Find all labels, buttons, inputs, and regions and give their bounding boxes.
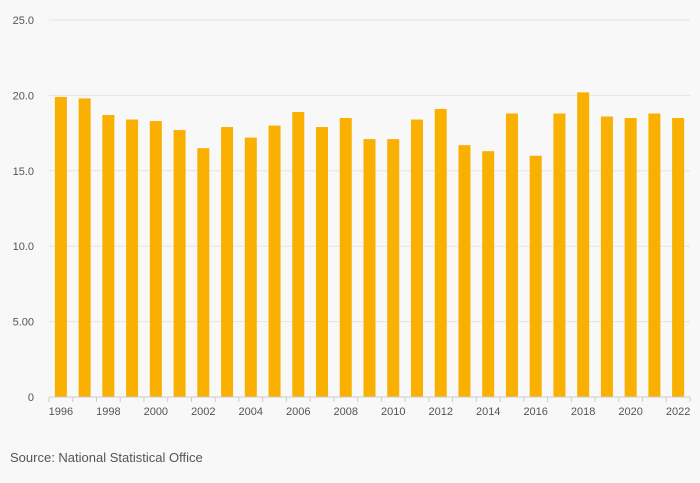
- bar-2000: [149, 121, 162, 397]
- bar-1996: [54, 96, 67, 398]
- bar-2015: [505, 113, 518, 397]
- bar-2021: [648, 113, 661, 397]
- x-tick-label: 2000: [144, 406, 168, 418]
- bar-2001: [173, 130, 186, 398]
- y-tick-label: 25.0: [13, 15, 34, 27]
- x-tick-label: 2012: [428, 406, 452, 418]
- x-tick-label: 2018: [571, 406, 595, 418]
- bar-2013: [458, 145, 471, 397]
- x-tick-label: 2022: [666, 406, 690, 418]
- bars: [54, 92, 685, 398]
- x-tick-label: 2020: [618, 406, 642, 418]
- bar-2004: [244, 137, 257, 397]
- bar-2020: [624, 118, 637, 398]
- x-tick-label: 2010: [381, 406, 405, 418]
- x-axis: 1996 1998 2000 2002 2004 2006 2008 2010 2012 2014…: [48, 396, 691, 418]
- x-tick-label: 2014: [476, 406, 500, 418]
- bar-2002: [197, 148, 210, 397]
- bar-2003: [221, 127, 234, 398]
- y-tick-label: 10.0: [13, 241, 34, 253]
- bar-1999: [126, 119, 139, 397]
- x-tick-label: 1996: [49, 406, 73, 418]
- bar-1998: [102, 115, 115, 397]
- bar-chart: 1996 1998 2000 2002 2004 2006 2008 2010 2012 2014…: [13, 15, 691, 418]
- y-tick-label: 5.00: [13, 317, 34, 329]
- x-tick-label: 1998: [96, 406, 120, 418]
- x-tick-label: 2016: [523, 406, 547, 418]
- bar-2009: [363, 139, 376, 397]
- bar-2011: [410, 119, 423, 397]
- bar-2012: [434, 108, 447, 398]
- y-tick-label: 20.0: [13, 90, 34, 102]
- bar-2008: [339, 118, 352, 398]
- bar-2018: [577, 92, 590, 397]
- source-note: Source: National Statistical Office: [10, 450, 203, 465]
- bar-2016: [529, 155, 542, 397]
- x-tick-label: 2002: [191, 406, 215, 418]
- x-tick-label: 2004: [239, 406, 263, 418]
- bar-2007: [316, 127, 329, 398]
- y-axis: 0 5.00 10.0 15.0 20.0 25.0: [13, 15, 34, 404]
- bar-2017: [553, 113, 566, 397]
- y-tick-label: 0: [28, 392, 34, 404]
- bar-2019: [600, 116, 613, 398]
- bar-2022: [672, 118, 685, 398]
- x-tick-label: 2006: [286, 406, 310, 418]
- bar-2006: [292, 111, 305, 397]
- x-tick-label: 2008: [334, 406, 358, 418]
- y-tick-label: 15.0: [13, 166, 34, 178]
- bar-2014: [482, 151, 495, 397]
- bar-1997: [78, 98, 91, 397]
- bar-2010: [387, 139, 400, 397]
- bar-2005: [268, 125, 281, 397]
